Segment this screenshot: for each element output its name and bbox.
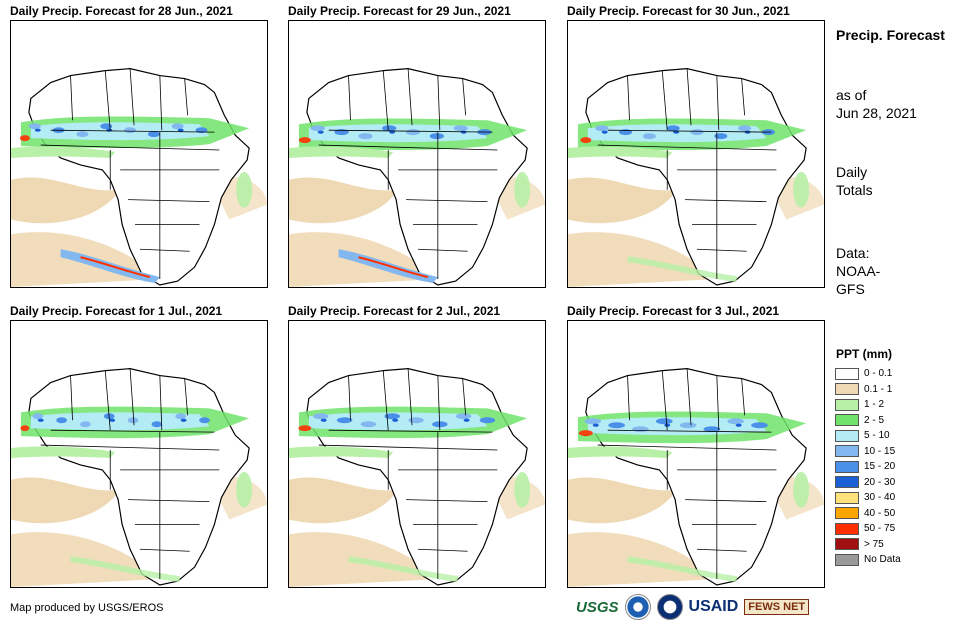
legend-swatch [835, 538, 859, 551]
map-graphic [289, 368, 545, 587]
forecast-map-1 [10, 20, 268, 288]
logo-strip: USGS USAID FEWS NET [576, 594, 810, 620]
legend-item: 5 - 10 [835, 428, 901, 444]
forecast-map-6 [567, 320, 825, 588]
legend-item: 1 - 2 [835, 397, 901, 413]
legend: 0 - 0.1 0.1 - 1 1 - 2 2 - 5 5 - 10 10 - 15 15 … [835, 366, 901, 568]
panel-title-4: Daily Precip. Forecast for 1 Jul., 2021 [10, 304, 223, 318]
panel-title-6: Daily Precip. Forecast for 3 Jul., 2021 [567, 304, 780, 318]
panel-title-2: Daily Precip. Forecast for 29 Jun., 2021 [288, 4, 511, 18]
legend-swatch [835, 553, 859, 566]
legend-swatch [835, 414, 859, 427]
side-title: Precip. Forecast [836, 27, 945, 43]
legend-label: 50 - 75 [864, 523, 896, 535]
legend-item: 15 - 20 [835, 459, 901, 475]
panel-title-3: Daily Precip. Forecast for 30 Jun., 2021 [567, 4, 790, 18]
map-graphic [11, 368, 267, 587]
legend-swatch [835, 367, 859, 380]
legend-item: 30 - 40 [835, 490, 901, 506]
map-graphic [11, 68, 267, 287]
forecast-map-3 [567, 20, 825, 288]
legend-swatch [835, 476, 859, 489]
map-graphic [568, 68, 824, 287]
legend-title: PPT (mm) [836, 347, 893, 361]
legend-swatch [835, 507, 859, 520]
as-of-label: as of [836, 87, 867, 103]
as-of-date: Jun 28, 2021 [836, 105, 917, 121]
legend-label: 5 - 10 [864, 430, 890, 442]
panel-title-1: Daily Precip. Forecast for 28 Jun., 2021 [10, 4, 233, 18]
legend-label: 2 - 5 [864, 414, 885, 426]
forecast-map-5 [288, 320, 546, 588]
legend-swatch [835, 445, 859, 458]
legend-item: 0 - 0.1 [835, 366, 901, 382]
legend-item: 0.1 - 1 [835, 382, 901, 398]
legend-item: > 75 [835, 537, 901, 553]
forecast-map-4 [10, 320, 268, 588]
map-graphic [289, 68, 545, 287]
footer-note: Map produced by USGS/EROS [10, 602, 164, 614]
data-line2: NOAA- [836, 263, 881, 279]
legend-item: No Data [835, 552, 901, 568]
map-graphic [568, 368, 824, 587]
totals-line1: Daily [836, 164, 868, 180]
data-line1: Data: [836, 245, 870, 261]
legend-item: 10 - 15 [835, 444, 901, 460]
legend-label: 20 - 30 [864, 476, 896, 488]
legend-swatch [835, 383, 859, 396]
legend-label: 10 - 15 [864, 445, 896, 457]
legend-item: 50 - 75 [835, 521, 901, 537]
panel-title-5: Daily Precip. Forecast for 2 Jul., 2021 [288, 304, 501, 318]
legend-label: 40 - 50 [864, 507, 896, 519]
legend-label: 15 - 20 [864, 461, 896, 473]
legend-swatch [835, 491, 859, 504]
legend-label: 0.1 - 1 [864, 383, 893, 395]
data-line3: GFS [836, 281, 865, 297]
legend-swatch [835, 398, 859, 411]
legend-label: > 75 [864, 538, 884, 550]
legend-item: 40 - 50 [835, 506, 901, 522]
usgs-logo: USGS [576, 598, 619, 616]
noaa-logo-icon [624, 594, 651, 620]
legend-item: 2 - 5 [835, 413, 901, 429]
legend-item: 20 - 30 [835, 475, 901, 491]
usaid-seal-icon [656, 594, 683, 620]
totals-line2: Totals [836, 182, 873, 198]
legend-swatch [835, 522, 859, 535]
legend-label: 30 - 40 [864, 492, 896, 504]
legend-swatch [835, 429, 859, 442]
legend-label: 0 - 0.1 [864, 368, 893, 380]
usaid-logo: USAID [688, 598, 739, 615]
forecast-map-2 [288, 20, 546, 288]
legend-label: 1 - 2 [864, 399, 885, 411]
legend-swatch [835, 460, 859, 473]
legend-label: No Data [864, 554, 901, 566]
fews-net-logo: FEWS NET [744, 599, 810, 615]
